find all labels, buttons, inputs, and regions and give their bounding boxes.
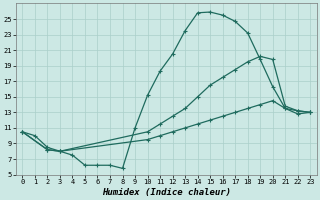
X-axis label: Humidex (Indice chaleur): Humidex (Indice chaleur)	[102, 188, 231, 197]
